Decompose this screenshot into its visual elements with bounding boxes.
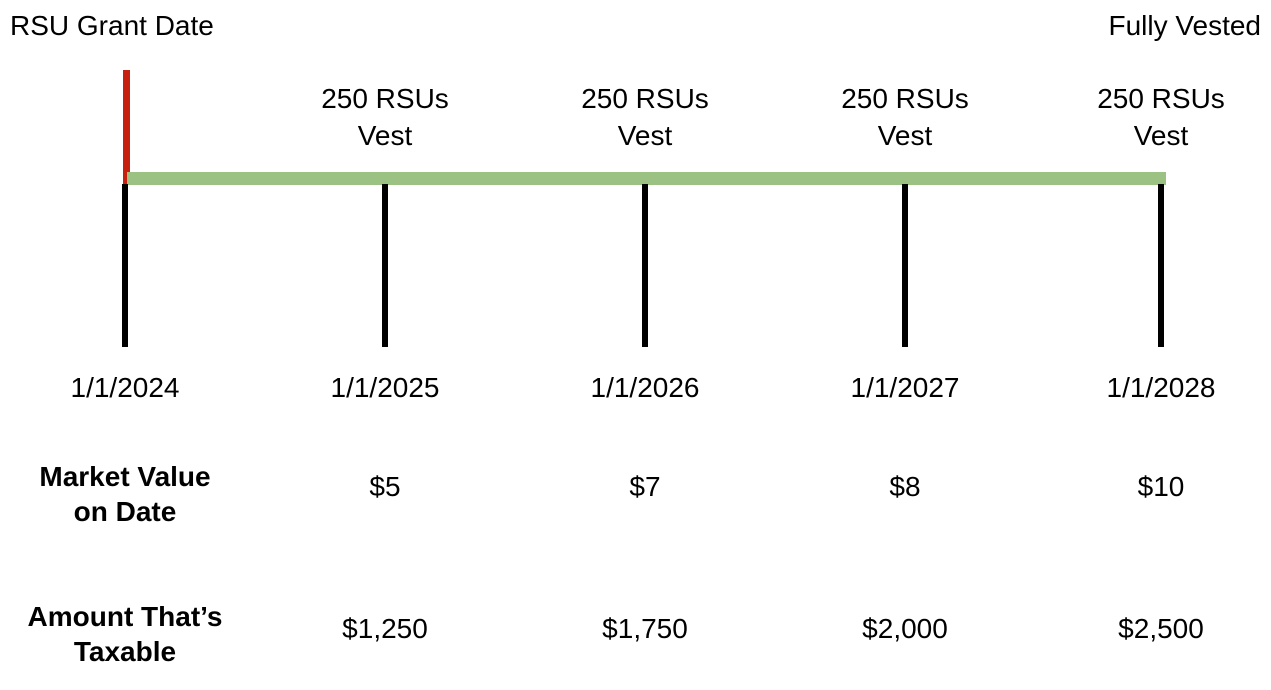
timeline-tick (382, 184, 388, 347)
date-label: 1/1/2025 (330, 372, 440, 403)
date-label: 1/1/2026 (590, 372, 700, 403)
taxable-amount: $1,250 (342, 613, 428, 644)
taxable-amount: $2,000 (862, 613, 948, 644)
market-value: $7 (629, 471, 661, 502)
vesting-period-bar (127, 172, 1166, 185)
vest-event-line2: Vest (357, 120, 413, 151)
taxable-amount: $2,500 (1118, 613, 1204, 644)
vest-event-label: 250 RSUs Vest (535, 80, 755, 154)
vest-event-line2: Vest (877, 120, 933, 151)
vest-event-line1: 250 RSUs (841, 83, 969, 114)
taxable-amount-row-header: Amount That’s Taxable (5, 599, 245, 669)
vest-event-line1: 250 RSUs (321, 83, 449, 114)
date-label: 1/1/2024 (70, 372, 180, 403)
grant-date-title: RSU Grant Date (10, 10, 214, 41)
timeline-tick (902, 184, 908, 347)
row-header-line1: Market Value (39, 461, 211, 492)
timeline-tick (1158, 184, 1164, 347)
market-value-row-header: Market Value on Date (5, 459, 245, 529)
date-label: 1/1/2027 (850, 372, 960, 403)
vest-event-line1: 250 RSUs (581, 83, 709, 114)
vest-event-line1: 250 RSUs (1097, 83, 1225, 114)
vest-event-label: 250 RSUs Vest (795, 80, 1015, 154)
row-header-line2: Taxable (73, 636, 177, 667)
grant-date-marker-line (123, 70, 130, 185)
market-value: $8 (889, 471, 921, 502)
vest-event-label: 250 RSUs Vest (1051, 80, 1271, 154)
market-value: $5 (369, 471, 401, 502)
fully-vested-title: Fully Vested (1108, 10, 1261, 41)
row-header-line2: on Date (73, 496, 177, 527)
market-value: $10 (1137, 471, 1185, 502)
taxable-amount: $1,750 (602, 613, 688, 644)
vest-event-line2: Vest (617, 120, 673, 151)
timeline-tick (122, 184, 128, 347)
row-header-line1: Amount That’s (27, 601, 223, 632)
vest-event-label: 250 RSUs Vest (275, 80, 495, 154)
date-label: 1/1/2028 (1106, 372, 1216, 403)
timeline-tick (642, 184, 648, 347)
vest-event-line2: Vest (1133, 120, 1189, 151)
